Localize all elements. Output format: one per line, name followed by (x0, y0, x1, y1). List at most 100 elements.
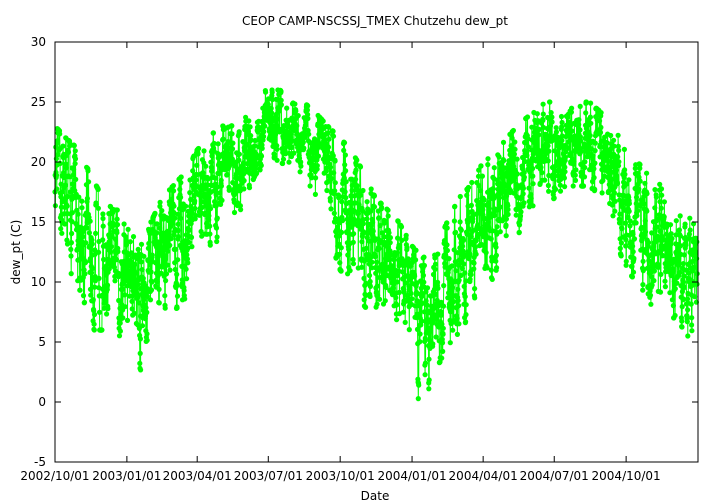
data-point (618, 253, 624, 259)
data-point (381, 220, 387, 226)
data-point (504, 193, 510, 199)
data-point (562, 184, 568, 190)
data-point (354, 157, 360, 163)
data-point (409, 296, 415, 302)
data-point (367, 278, 373, 285)
data-point (192, 205, 198, 212)
data-point (102, 297, 108, 303)
data-point (189, 210, 195, 216)
data-point (216, 171, 222, 177)
data-point (114, 222, 121, 228)
data-point (439, 355, 445, 361)
data-point (670, 268, 676, 274)
data-point (304, 107, 310, 113)
data-point (236, 129, 242, 135)
data-point (617, 211, 623, 217)
data-point (65, 149, 72, 155)
data-point (157, 199, 163, 205)
data-point (63, 165, 69, 171)
data-point (426, 356, 432, 362)
data-point (382, 298, 388, 304)
data-point (163, 271, 170, 277)
data-point (68, 246, 74, 252)
data-point (359, 239, 365, 245)
data-point (172, 266, 178, 273)
data-point (252, 137, 258, 144)
data-point (521, 170, 527, 176)
data-point (133, 286, 139, 292)
data-point (78, 251, 84, 257)
data-point (342, 189, 348, 195)
data-point (135, 246, 141, 252)
data-point (627, 223, 633, 229)
data-point (629, 274, 636, 280)
data-point (658, 271, 664, 277)
data-point (133, 270, 139, 276)
data-point (162, 293, 168, 299)
data-point (208, 164, 214, 170)
data-point (269, 96, 275, 103)
data-point (490, 186, 496, 192)
data-point (615, 154, 621, 160)
data-point (458, 272, 464, 279)
data-point (521, 200, 527, 206)
data-point (600, 177, 606, 184)
data-point (650, 247, 656, 253)
data-point (505, 211, 511, 217)
data-point (155, 239, 161, 245)
data-point (144, 331, 150, 337)
data-point (506, 158, 512, 164)
data-point (408, 290, 414, 296)
data-point (417, 339, 423, 345)
data-point (325, 148, 331, 154)
data-point (138, 367, 144, 373)
data-point (141, 297, 147, 303)
data-point (609, 176, 615, 182)
data-point (122, 261, 129, 267)
y-tick-label: 10 (31, 275, 46, 289)
data-point (421, 254, 427, 260)
data-point (413, 257, 419, 263)
data-point (473, 251, 479, 257)
data-point (289, 138, 295, 144)
data-point (120, 286, 126, 292)
data-point (403, 232, 409, 238)
data-point (677, 213, 683, 219)
data-point (108, 249, 114, 255)
data-point (186, 227, 192, 233)
data-point (350, 239, 356, 245)
data-point (207, 242, 213, 248)
x-tick-label: 2003/07/01 (234, 469, 303, 483)
data-point (92, 284, 98, 290)
data-point (569, 105, 575, 111)
data-point (562, 169, 568, 175)
y-tick-label: 30 (31, 35, 46, 49)
data-point (82, 271, 88, 277)
data-point (539, 170, 545, 176)
data-point (243, 141, 249, 147)
data-point (422, 372, 428, 378)
y-tick-label: -5 (34, 455, 46, 469)
data-point (157, 203, 163, 209)
data-point (217, 190, 223, 196)
data-point (122, 292, 128, 298)
data-point (670, 303, 677, 309)
data-point (625, 214, 631, 220)
data-point (635, 208, 641, 214)
data-point (550, 172, 556, 178)
data-point (452, 203, 458, 209)
data-point (577, 134, 584, 140)
data-point (414, 326, 421, 332)
data-point (405, 256, 411, 262)
data-point (137, 336, 143, 342)
data-point (556, 167, 562, 173)
data-point (582, 159, 588, 165)
data-point (379, 204, 385, 211)
data-point (96, 309, 103, 315)
data-point (278, 102, 284, 108)
data-point (432, 261, 439, 267)
data-point (361, 229, 367, 235)
data-point (640, 258, 646, 264)
data-point (310, 162, 316, 168)
x-tick-label: 2003/04/01 (163, 469, 232, 483)
